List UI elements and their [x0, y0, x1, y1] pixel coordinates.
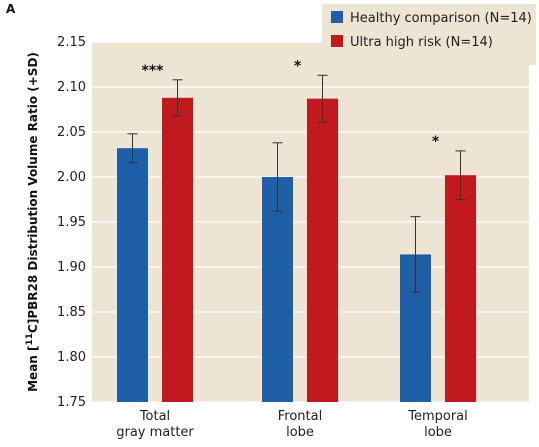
x-category-label: gray matter: [116, 425, 194, 440]
y-tick-label: 2.10: [57, 80, 86, 95]
panel-label: A: [6, 2, 16, 16]
bars: [117, 97, 476, 403]
x-category-label: Frontal: [278, 409, 322, 424]
legend-label: Healthy comparison (N=14): [350, 11, 532, 26]
bar: [117, 148, 148, 402]
significance-marker: *: [432, 134, 440, 150]
y-tick-label: 1.80: [57, 350, 86, 365]
x-category-label: lobe: [286, 425, 314, 440]
y-tick-label: 2.00: [57, 170, 86, 185]
x-category-label: Total: [139, 409, 170, 424]
legend-swatch: [331, 35, 343, 47]
y-tick-label: 1.85: [57, 305, 86, 320]
y-axis-label-suffix: C]PBR28 Distribution Volume Ratio (+SD): [26, 52, 40, 333]
y-axis-label: Mean [11C]PBR28 Distribution Volume Rati…: [25, 52, 40, 392]
y-tick-label: 2.05: [57, 125, 86, 140]
significance-marker: ***: [142, 63, 165, 79]
y-tick-label: 2.15: [57, 35, 86, 50]
significance-marker: *: [294, 58, 302, 74]
error-bars: [127, 74, 466, 293]
y-tick-label: 1.90: [57, 260, 86, 275]
y-axis-ticks: 1.75 1.80 1.85 1.90 1.95 2.00 2.05 2.10 2.15: [57, 35, 86, 410]
bar: [445, 175, 476, 402]
y-axis-label-superscript: 11: [25, 333, 35, 346]
legend-swatch: [331, 11, 343, 23]
bar: [162, 97, 193, 403]
legend-label: Ultra high risk (N=14): [350, 35, 493, 50]
significance-markers: *** **: [142, 58, 440, 150]
x-category-label: lobe: [424, 425, 452, 440]
legend-box: [322, 4, 536, 65]
legend: Healthy comparison (N=14) Ultra high risk…: [322, 4, 536, 65]
y-tick-label: 1.75: [57, 395, 86, 410]
bar: [307, 98, 338, 402]
y-tick-label: 1.95: [57, 215, 86, 230]
bar: [262, 177, 293, 402]
y-axis-label-prefix: Mean [: [26, 346, 40, 392]
x-category-label: Temporal: [407, 409, 468, 424]
